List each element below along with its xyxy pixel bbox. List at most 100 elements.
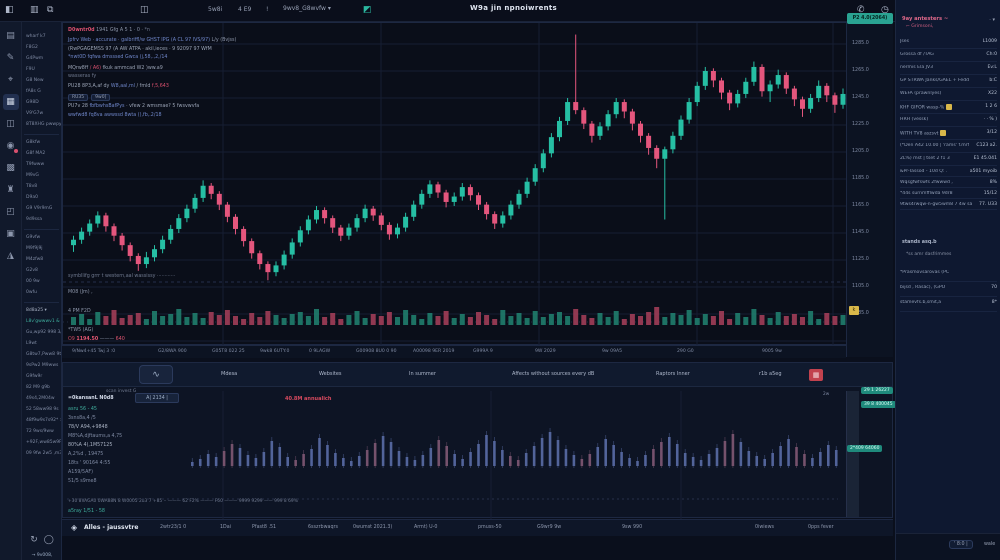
watchlist-row[interactable]: (*Den A42 10.00 | 'rams' f.mrf C123 a2. [900, 140, 997, 153]
sidebar-item[interactable]: L8v'gwwwv1 & F2 [26, 319, 61, 324]
collapse-sidebar-button[interactable]: → 9v008, [31, 553, 53, 558]
watchlist-row[interactable]: WEFA (prawnlyes) X22 [900, 88, 997, 101]
session-timer-chip[interactable]: ' 8:0 | [949, 540, 973, 549]
legend-line[interactable]: Jpfrv Web · accurate · galbriffl/w GHST … [68, 38, 236, 43]
sidebar-item[interactable]: +92F,ww85w9R=-,3 [26, 440, 61, 445]
sidebar-item[interactable]: G9fw9r [26, 374, 43, 379]
status-item[interactable]: 6sszrbwaqrs [308, 525, 338, 530]
status-item[interactable]: 1Dai [220, 525, 232, 530]
expand-pane-button[interactable]: ∿ [139, 365, 173, 384]
sidebar-item[interactable]: G4Pwm [26, 56, 44, 61]
bottom-panel-tab[interactable]: Affects without sources every dB [512, 371, 595, 377]
pane-scrollbar[interactable] [846, 391, 859, 517]
legend-line[interactable]: PU28 8P3,A,af dy W8,aal,ml / fmld f,5,64… [68, 84, 169, 89]
bottom-panel-tab[interactable]: In summer [409, 371, 436, 377]
sidebar-item[interactable]: 09 9fw 2w5 ,m3v9s [26, 451, 61, 456]
price-axis[interactable]: 1285.0 1265.0 1245.0 1225.0 1205.0 1185.0 1165… [846, 22, 893, 357]
status-item[interactable]: 0wumst 2021.3) [353, 525, 393, 530]
sidebar-item[interactable]: 48f9w9s7s92* : 9,7 [26, 418, 61, 423]
status-item[interactable]: 9sw 990 [622, 525, 643, 530]
compare-icon[interactable]: ⧉ [47, 5, 54, 15]
legend-line[interactable]: D0wntr0d 1941 Gfg A 5 1 · 0 · *n [68, 28, 150, 33]
history-icon[interactable]: ◷ [881, 5, 889, 15]
alert-price-badge[interactable]: k [849, 306, 859, 315]
status-item[interactable]: G9wr9 9w [537, 525, 562, 530]
watchlist-row[interactable]: HRH (vessk) · · % ) [900, 114, 997, 127]
sidebar-item[interactable]: G9 V9r9mG [26, 206, 53, 211]
flag-icon[interactable]: ◮ [7, 251, 14, 261]
legend-line[interactable]: MQrw8ff / A6) fkuk ammcad W2 )ww.a9 [68, 66, 163, 71]
sidebar-item[interactable]: M9f9j9j [26, 246, 43, 251]
legend-line[interactable]: wwfwd8 fq8va awwssd 8wta (),fb,.2/18 [68, 113, 162, 118]
ring-icon[interactable]: ◯ [43, 535, 54, 545]
sidebar-item[interactable]: 8d8a25 ▾ [26, 308, 47, 313]
legend-line[interactable]: PU7v 28 fbfbwhsBafPys · vfew 2 wmsmae? 5… [68, 104, 199, 109]
timeframe-button[interactable]: 5w8i [208, 6, 223, 13]
sidebar-item[interactable]: 52 58ww98 9s [26, 407, 59, 412]
watchlist-symbol-title[interactable]: 9ay antesters ~ [902, 16, 949, 22]
sidebar-item[interactable]: G8kfw [26, 140, 41, 145]
status-item[interactable]: 0iwiews [755, 525, 775, 530]
sidebar-item[interactable]: 8T8XHG pwwpy1n [26, 122, 61, 127]
bars-button[interactable]: 4 E9 [238, 6, 252, 13]
sidebar-item[interactable]: F8G2 [26, 45, 38, 50]
watchlist-row[interactable]: Wqsgfwfswfs 2fwwwd , 8% [900, 177, 997, 188]
symbol-search-icon[interactable]: ▥ [30, 5, 39, 15]
record-icon[interactable]: ◉ [3, 138, 19, 154]
watchlist-row[interactable]: GP STRWA Janks/GAEL + Fedd b:C [900, 75, 997, 88]
sidebar-item[interactable]: 9d9ssa [26, 217, 43, 222]
bottom-panel-tab[interactable]: Websites [319, 371, 342, 377]
pattern-icon[interactable]: ▩ [6, 163, 15, 173]
watchlist-row[interactable]: Grossa df /TAG Ch:0 [900, 49, 997, 62]
sidebar-item[interactable]: 82 M9 g9b [26, 385, 50, 390]
sidebar-item[interactable]: G98D [26, 100, 39, 105]
sidebar-item[interactable]: fA8s G [26, 89, 41, 94]
legend-line[interactable]: (RwPGAGEMSS 97 (A AW ATPA · akil,ieces ·… [68, 47, 212, 52]
sidebar-item[interactable]: M9vG [26, 173, 39, 178]
grid-icon[interactable]: ▦ [2, 94, 19, 110]
legend-line[interactable]: RU35 9w0] [68, 94, 113, 101]
menu-icon[interactable]: ▤ [6, 31, 15, 41]
replay-icon[interactable]: ◩ [363, 5, 372, 15]
status-item[interactable]: 0pps fever [808, 525, 834, 530]
time-axis[interactable]: 9/Nw4+45 Twj 3 :0 G2/8WA 900 G05T8 022 25 9… [62, 345, 846, 358]
status-item[interactable]: Pfast8 .51 [252, 525, 277, 530]
watchlist-row[interactable]: Jses L1009 [900, 36, 997, 49]
watchlist-row[interactable]: 2L%) mst | tset 2 f1 3 E1 45.041 [900, 153, 997, 166]
status-item[interactable]: 2wtr23/1 0 [160, 525, 187, 530]
watchlist-row[interactable]: nermis Ela JV3 Ev:L [900, 62, 997, 75]
sidebar-item[interactable]: 00 9w [26, 279, 40, 284]
chart-type-icon[interactable]: ◫ [140, 5, 149, 15]
sidebar-item[interactable]: M4zfw8 [26, 257, 44, 262]
sidebar-item[interactable]: G8f MA2 [26, 151, 46, 156]
sidebar-item[interactable]: Gu,wp92 998 3/3 sh [26, 330, 61, 335]
sidebar-item[interactable]: T8v8 [26, 184, 38, 189]
sidebar-item[interactable]: L9wt [26, 341, 37, 346]
sidebar-item[interactable]: wharf k7 [26, 34, 46, 39]
panels-icon[interactable]: ◫ [6, 119, 15, 129]
bottom-panel-tab[interactable]: Raptors Inner [656, 371, 690, 377]
bottom-panel-tab[interactable]: Mdesa [221, 371, 238, 377]
watchlist-row[interactable]: &Pr-Tassod - 10d Q: . a501 myoib [900, 166, 997, 177]
sidebar-item[interactable]: 72 9ws/9ww [26, 429, 54, 434]
close-pane-button[interactable]: ▦ [809, 369, 823, 381]
refresh-circle-icon[interactable]: ↻ [30, 535, 38, 545]
watchlist-row[interactable]: 9tws4rwqw-n-gw5wm8 7 4w sa 0 77. U33 [900, 199, 997, 210]
sidebar-item[interactable]: 9sPw2 M9wws [26, 363, 59, 368]
box-icon[interactable]: ▣ [6, 229, 15, 239]
sidebar-item[interactable]: F9U [26, 67, 35, 72]
legend-line[interactable]: wasseras fy [68, 74, 96, 79]
watchlist-caret-icon[interactable]: · ▾ [989, 17, 995, 23]
sidebar-item[interactable]: D9a0 [26, 195, 38, 200]
sidebar-item[interactable]: 49s4,2M04w [26, 396, 55, 401]
sidebar-item[interactable]: G9vfw [26, 235, 41, 240]
watchlist-row[interactable]: WITH TV8 aszsvt 3/12 [900, 127, 997, 140]
legend-line[interactable]: *nwt0D fqfwa dmsssed Gwca (j,58,.,2,/14 [68, 55, 167, 60]
bottom-panel-tab[interactable]: r1b a5eg [759, 371, 782, 377]
watchlist-row[interactable]: bijsd , Rasac), (GPO 70 [900, 282, 997, 297]
indicator-dropdown[interactable]: 9wv8_G8wvfw ▾ [283, 5, 331, 12]
sidebar-item[interactable]: G8 New [26, 78, 44, 83]
sidebar-item[interactable]: G2v8 [26, 268, 38, 273]
sidebar-item[interactable]: T9fwww [26, 162, 45, 167]
sidebar-item[interactable]: 0wfu [26, 290, 37, 295]
